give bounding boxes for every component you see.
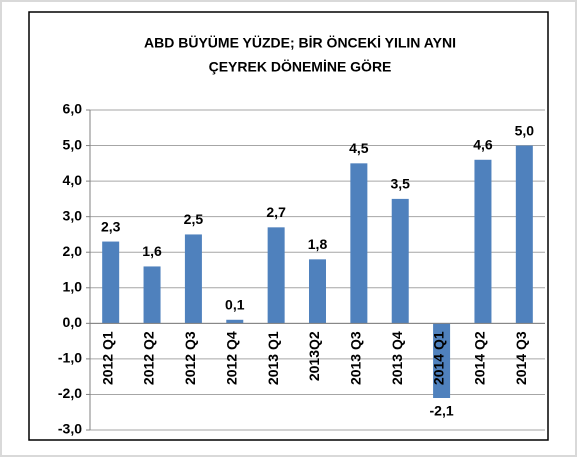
y-tick-label: -2,0 xyxy=(58,385,82,401)
bar xyxy=(309,259,326,324)
data-label: -2,1 xyxy=(430,403,454,419)
data-label: 2,3 xyxy=(101,218,121,234)
bar xyxy=(350,163,368,324)
bar xyxy=(515,145,533,324)
bar xyxy=(102,241,120,324)
bar xyxy=(474,159,492,324)
bar xyxy=(143,266,161,324)
bar xyxy=(226,319,244,324)
x-tick-label: 2013 Q3 xyxy=(348,331,364,385)
x-tick-label: 2013 Q4 xyxy=(389,331,405,385)
data-label: 5,0 xyxy=(515,122,535,138)
data-label: 1,8 xyxy=(308,236,328,252)
y-tick-label: 2,0 xyxy=(63,243,83,259)
x-tick-label: 2014 Q3 xyxy=(513,331,529,385)
x-tick-label: 2014 Q1 xyxy=(430,331,446,385)
bar xyxy=(184,234,202,324)
data-label: 4,6 xyxy=(473,136,493,152)
data-label: 0,1 xyxy=(225,296,245,312)
data-label: 3,5 xyxy=(390,176,410,192)
bar xyxy=(433,323,451,398)
y-tick-label: 4,0 xyxy=(63,172,83,188)
data-label: 2,7 xyxy=(266,204,286,220)
y-tick-label: 5,0 xyxy=(63,136,83,152)
data-label: 2,5 xyxy=(184,211,204,227)
y-tick-label: 0,0 xyxy=(63,314,83,330)
chart-frame xyxy=(28,11,549,441)
bar xyxy=(267,227,285,324)
x-tick-label: 2012 Q1 xyxy=(99,331,115,385)
bar xyxy=(391,198,409,324)
x-tick-label: 2014 Q2 xyxy=(472,331,488,385)
x-tick-label: 2012 Q3 xyxy=(182,331,198,385)
y-tick-label: -1,0 xyxy=(58,350,82,366)
x-tick-label: 2013 Q1 xyxy=(265,331,281,385)
y-tick-label: 1,0 xyxy=(63,278,83,294)
data-label: 4,5 xyxy=(349,140,369,156)
y-tick-label: 6,0 xyxy=(63,101,83,117)
y-tick-label: -3,0 xyxy=(58,421,82,437)
data-label: 1,6 xyxy=(142,243,162,259)
x-tick-label: 2013Q2 xyxy=(306,331,322,381)
chart-title: ABD BÜYÜME YÜZDE; BİR ÖNCEKİ YILIN AYNI xyxy=(144,35,456,51)
chart-title: ÇEYREK DÖNEMİNE GÖRE xyxy=(209,59,392,75)
y-tick-label: 3,0 xyxy=(63,207,83,223)
x-tick-label: 2012 Q2 xyxy=(141,331,157,385)
x-tick-label: 2012 Q4 xyxy=(223,331,239,385)
